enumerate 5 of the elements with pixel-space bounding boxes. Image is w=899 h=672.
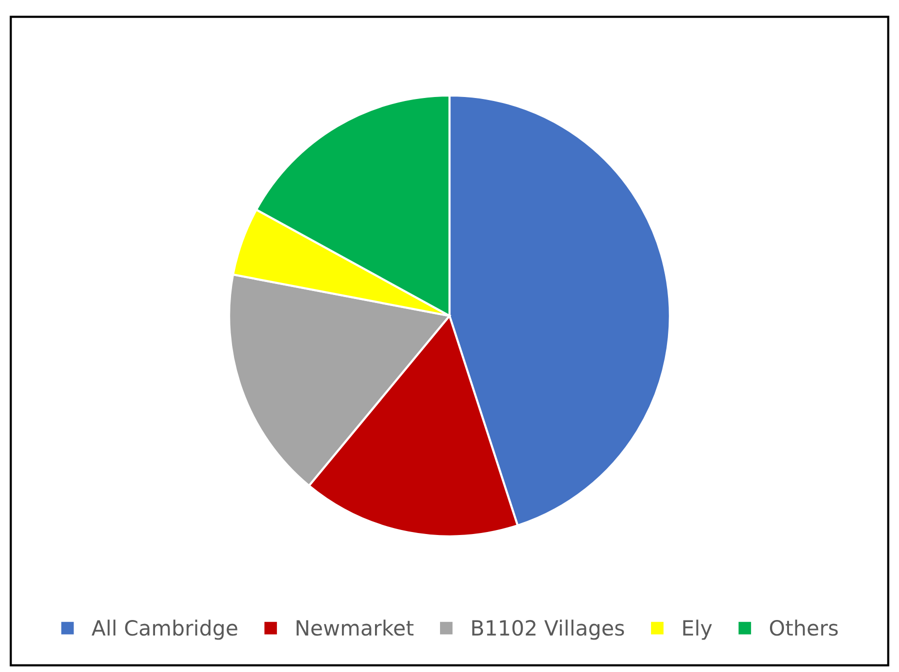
legend-label: B1102 Villages xyxy=(472,620,624,640)
legend-label: Others xyxy=(770,620,838,636)
legend-label: All Cambridge xyxy=(92,620,238,640)
legend-label: Newmarket xyxy=(296,620,414,636)
legend-label: Ely xyxy=(683,620,712,640)
